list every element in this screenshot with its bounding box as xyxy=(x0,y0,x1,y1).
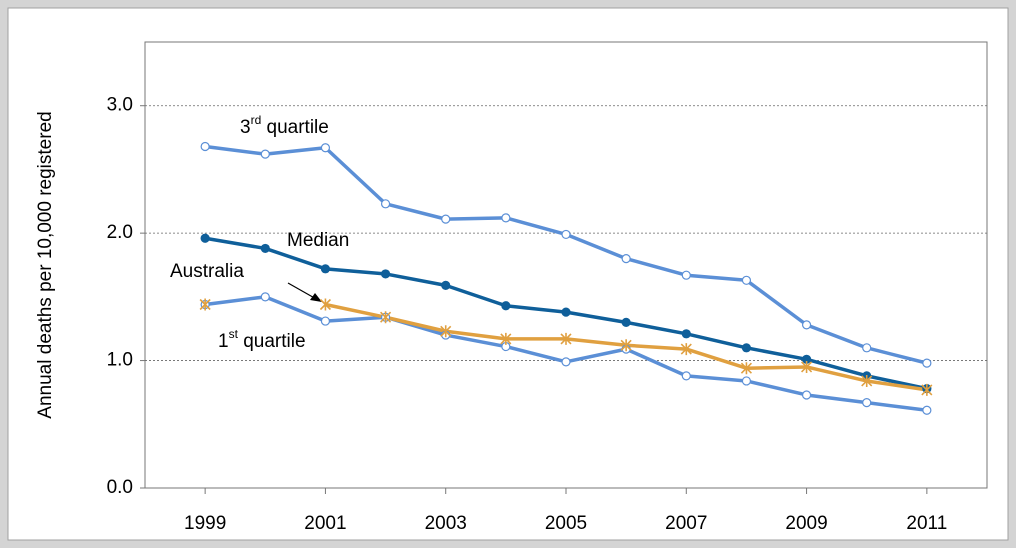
y-tick-label: 3.0 xyxy=(107,95,133,116)
marker xyxy=(561,229,571,240)
marker xyxy=(922,405,932,415)
marker xyxy=(801,390,812,400)
x-tick-label: 2003 xyxy=(425,513,467,534)
marker xyxy=(621,254,631,264)
marker xyxy=(380,199,391,209)
x-tick-label: 1999 xyxy=(184,513,226,534)
marker xyxy=(440,325,452,338)
marker xyxy=(199,298,211,311)
marker xyxy=(380,311,392,324)
marker xyxy=(319,298,331,311)
marker xyxy=(441,214,451,224)
x-tick-label: 2007 xyxy=(665,513,707,534)
marker xyxy=(741,275,752,285)
marker xyxy=(740,362,752,375)
x-tick-label: 2009 xyxy=(785,513,827,534)
y-axis-label: Annual deaths per 10,000 registered xyxy=(35,111,56,418)
marker xyxy=(921,383,933,396)
marker xyxy=(560,332,572,345)
marker xyxy=(861,374,873,387)
marker xyxy=(741,376,752,386)
series-label: Australia xyxy=(170,261,244,282)
y-tick-label: 1.0 xyxy=(107,350,133,371)
marker xyxy=(200,141,210,152)
y-tick-label: 2.0 xyxy=(107,222,133,243)
marker xyxy=(320,316,331,326)
marker xyxy=(621,317,631,327)
marker xyxy=(500,332,512,345)
series-label: 1st quartile xyxy=(218,327,306,352)
marker xyxy=(620,339,632,352)
marker xyxy=(801,320,812,330)
marker xyxy=(501,213,511,223)
marker xyxy=(680,343,692,356)
marker xyxy=(380,269,391,279)
series-label: Median xyxy=(287,230,349,251)
x-tick-label: 2011 xyxy=(906,513,947,534)
marker xyxy=(922,358,932,368)
marker xyxy=(320,264,331,274)
marker xyxy=(681,371,691,381)
marker xyxy=(561,357,571,367)
plot-area xyxy=(144,41,988,489)
x-tick-label: 2005 xyxy=(545,513,587,534)
annotation-arrowhead xyxy=(310,293,322,302)
x-tick-label: 2001 xyxy=(304,513,346,534)
marker xyxy=(741,343,752,353)
marker xyxy=(260,243,270,254)
marker xyxy=(200,233,210,243)
y-tick-label: 0.0 xyxy=(107,477,133,498)
marker xyxy=(801,360,813,373)
marker xyxy=(681,329,691,339)
marker xyxy=(862,343,872,353)
marker xyxy=(441,280,451,290)
series-label: 3rd quartile xyxy=(240,113,329,138)
marker xyxy=(320,143,331,153)
marker xyxy=(260,149,270,159)
marker xyxy=(501,301,511,311)
marker xyxy=(862,398,872,408)
marker xyxy=(561,307,571,317)
marker xyxy=(260,292,270,302)
marker xyxy=(681,270,691,280)
